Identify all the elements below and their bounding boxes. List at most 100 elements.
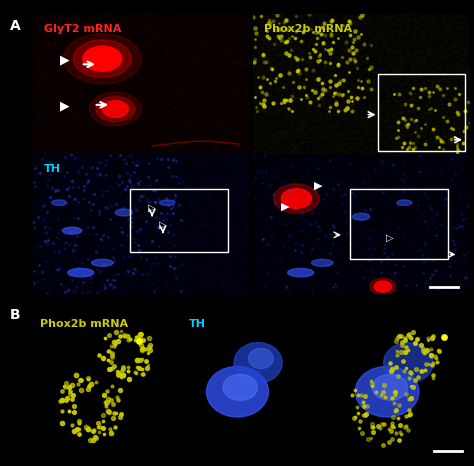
Point bbox=[157, 209, 165, 217]
Point bbox=[455, 90, 463, 98]
Point bbox=[118, 373, 125, 381]
Point bbox=[462, 123, 469, 131]
Point bbox=[348, 107, 356, 114]
Point bbox=[61, 383, 69, 390]
Point bbox=[411, 339, 419, 347]
Point bbox=[396, 401, 403, 408]
Point bbox=[68, 381, 76, 388]
Point bbox=[308, 245, 316, 253]
Point bbox=[46, 171, 54, 178]
Point bbox=[407, 411, 414, 418]
Point bbox=[404, 331, 412, 339]
Point bbox=[456, 194, 464, 202]
Point bbox=[363, 403, 371, 410]
Point bbox=[151, 287, 158, 295]
Point bbox=[97, 286, 105, 294]
Point bbox=[418, 125, 425, 132]
Point bbox=[53, 233, 60, 240]
Point bbox=[106, 425, 113, 433]
Point bbox=[354, 391, 362, 399]
Point bbox=[419, 347, 427, 355]
Point bbox=[167, 239, 174, 246]
Point bbox=[409, 84, 417, 91]
Ellipse shape bbox=[207, 366, 268, 417]
Point bbox=[162, 222, 169, 229]
Point bbox=[258, 179, 265, 186]
Point bbox=[348, 43, 356, 50]
Point bbox=[47, 160, 55, 167]
Point bbox=[128, 224, 136, 231]
Point bbox=[114, 371, 122, 379]
Point bbox=[314, 75, 321, 82]
Point bbox=[119, 363, 127, 370]
Point bbox=[302, 75, 310, 82]
Point bbox=[398, 341, 405, 349]
Point bbox=[347, 203, 355, 211]
Point bbox=[102, 403, 109, 410]
Point bbox=[415, 374, 422, 381]
Point bbox=[341, 106, 348, 114]
Point bbox=[252, 35, 259, 43]
Point bbox=[370, 428, 377, 436]
Point bbox=[312, 40, 320, 48]
Point bbox=[425, 92, 433, 99]
Point bbox=[424, 222, 431, 230]
Point bbox=[341, 190, 348, 198]
Point bbox=[169, 172, 176, 180]
Point bbox=[90, 427, 98, 434]
Point bbox=[62, 379, 69, 387]
Point bbox=[298, 96, 305, 103]
Point bbox=[285, 287, 292, 295]
Point bbox=[253, 107, 260, 115]
Point bbox=[66, 387, 73, 395]
Point bbox=[319, 39, 327, 46]
Point bbox=[89, 427, 97, 435]
Point bbox=[382, 393, 389, 401]
Point bbox=[416, 169, 424, 176]
Point bbox=[30, 279, 38, 287]
Point bbox=[282, 49, 290, 57]
Point bbox=[127, 206, 134, 213]
Point bbox=[432, 231, 440, 239]
Point bbox=[426, 201, 434, 208]
Point bbox=[142, 256, 149, 263]
Point bbox=[100, 391, 108, 398]
Point bbox=[42, 229, 49, 236]
Point bbox=[101, 334, 109, 342]
Point bbox=[351, 413, 359, 421]
Point bbox=[366, 226, 374, 233]
Point bbox=[39, 202, 47, 209]
Circle shape bbox=[96, 96, 135, 122]
Point bbox=[387, 367, 394, 375]
Point bbox=[404, 346, 412, 354]
Ellipse shape bbox=[68, 268, 94, 277]
Point bbox=[427, 352, 435, 359]
Point bbox=[306, 54, 314, 61]
Point bbox=[449, 156, 456, 163]
Point bbox=[302, 217, 310, 224]
Point bbox=[116, 151, 123, 159]
Point bbox=[117, 332, 124, 340]
Point bbox=[178, 178, 186, 185]
Point bbox=[366, 256, 374, 264]
Point bbox=[112, 200, 120, 207]
Text: GlyT2 mRNA: GlyT2 mRNA bbox=[44, 24, 121, 34]
Point bbox=[126, 171, 134, 178]
Point bbox=[379, 157, 386, 164]
Point bbox=[338, 91, 346, 98]
Point bbox=[316, 225, 324, 233]
Point bbox=[138, 370, 146, 378]
Point bbox=[62, 396, 70, 404]
Point bbox=[135, 181, 143, 188]
Point bbox=[252, 55, 259, 62]
Point bbox=[389, 161, 397, 169]
Point bbox=[281, 38, 289, 46]
Point bbox=[86, 288, 93, 295]
Point bbox=[278, 179, 285, 187]
Point bbox=[155, 224, 162, 231]
Point bbox=[283, 96, 290, 104]
Point bbox=[354, 410, 362, 417]
Point bbox=[102, 171, 109, 178]
Point bbox=[407, 139, 414, 147]
Point bbox=[270, 40, 277, 48]
